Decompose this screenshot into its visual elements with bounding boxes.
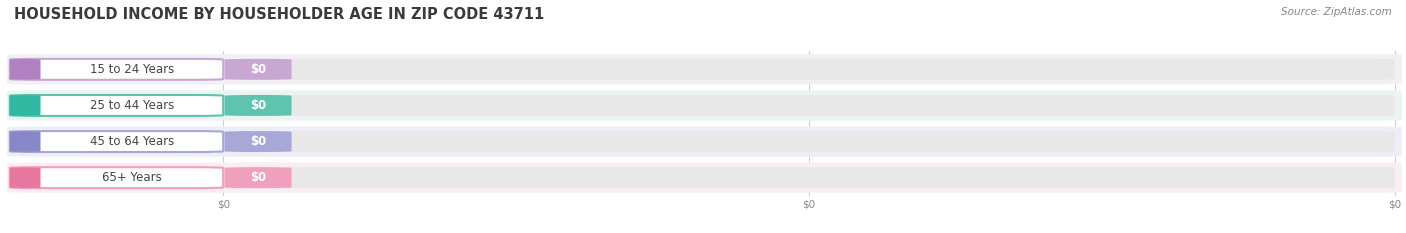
FancyBboxPatch shape [10,131,224,152]
FancyBboxPatch shape [225,59,291,80]
FancyBboxPatch shape [225,167,291,188]
FancyBboxPatch shape [10,95,224,116]
FancyBboxPatch shape [10,59,224,80]
Text: $0: $0 [250,63,266,76]
FancyBboxPatch shape [224,95,1395,116]
FancyBboxPatch shape [10,59,41,80]
FancyBboxPatch shape [224,131,1395,152]
FancyBboxPatch shape [10,95,41,116]
FancyBboxPatch shape [7,90,1402,121]
Text: $0: $0 [250,135,266,148]
Text: $0: $0 [250,99,266,112]
Text: 45 to 64 Years: 45 to 64 Years [90,135,174,148]
Text: 65+ Years: 65+ Years [103,171,162,184]
FancyBboxPatch shape [224,167,1395,188]
FancyBboxPatch shape [10,167,41,188]
Text: HOUSEHOLD INCOME BY HOUSEHOLDER AGE IN ZIP CODE 43711: HOUSEHOLD INCOME BY HOUSEHOLDER AGE IN Z… [14,7,544,22]
Text: Source: ZipAtlas.com: Source: ZipAtlas.com [1281,7,1392,17]
FancyBboxPatch shape [10,131,41,152]
Text: $0: $0 [250,171,266,184]
FancyBboxPatch shape [10,167,224,188]
FancyBboxPatch shape [224,59,1395,80]
Text: 15 to 24 Years: 15 to 24 Years [90,63,174,76]
FancyBboxPatch shape [225,131,291,152]
FancyBboxPatch shape [7,54,1402,85]
FancyBboxPatch shape [7,126,1402,157]
FancyBboxPatch shape [7,162,1402,193]
Text: 25 to 44 Years: 25 to 44 Years [90,99,174,112]
FancyBboxPatch shape [225,95,291,116]
